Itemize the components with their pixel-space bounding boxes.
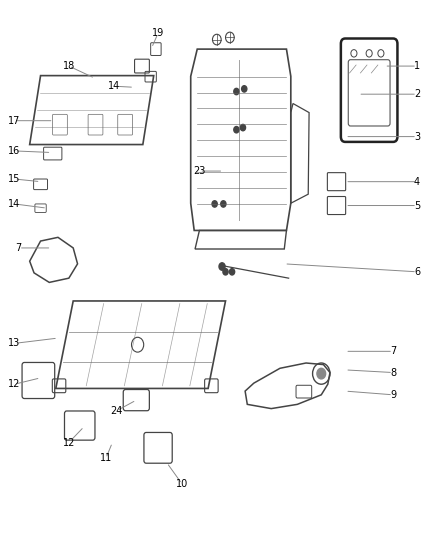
Text: 12: 12 bbox=[8, 379, 21, 389]
Text: 15: 15 bbox=[8, 174, 21, 184]
Circle shape bbox=[242, 86, 247, 92]
Text: 24: 24 bbox=[110, 406, 123, 416]
Text: 4: 4 bbox=[414, 176, 420, 187]
Text: 14: 14 bbox=[8, 199, 21, 209]
Circle shape bbox=[230, 269, 235, 275]
Text: 2: 2 bbox=[414, 89, 420, 99]
Text: 1: 1 bbox=[414, 61, 420, 71]
Text: 8: 8 bbox=[390, 368, 396, 377]
Text: 14: 14 bbox=[109, 81, 121, 91]
Circle shape bbox=[234, 126, 239, 133]
Text: 11: 11 bbox=[100, 454, 112, 463]
Text: 6: 6 bbox=[414, 267, 420, 277]
Text: 3: 3 bbox=[414, 132, 420, 142]
Circle shape bbox=[221, 201, 226, 207]
Text: 19: 19 bbox=[152, 28, 164, 38]
Text: 5: 5 bbox=[414, 200, 420, 211]
Text: 10: 10 bbox=[176, 479, 188, 489]
Text: 7: 7 bbox=[390, 346, 396, 357]
Text: 7: 7 bbox=[16, 243, 22, 253]
Text: 13: 13 bbox=[8, 338, 21, 349]
Text: 18: 18 bbox=[63, 61, 75, 71]
Text: 23: 23 bbox=[193, 166, 205, 176]
Circle shape bbox=[317, 368, 325, 379]
Circle shape bbox=[212, 201, 217, 207]
Circle shape bbox=[240, 124, 246, 131]
Circle shape bbox=[223, 269, 228, 275]
Circle shape bbox=[234, 88, 239, 95]
Text: 17: 17 bbox=[8, 116, 21, 126]
Text: 12: 12 bbox=[63, 438, 75, 448]
Text: 9: 9 bbox=[390, 390, 396, 400]
Text: 16: 16 bbox=[8, 146, 21, 156]
Circle shape bbox=[219, 263, 225, 270]
